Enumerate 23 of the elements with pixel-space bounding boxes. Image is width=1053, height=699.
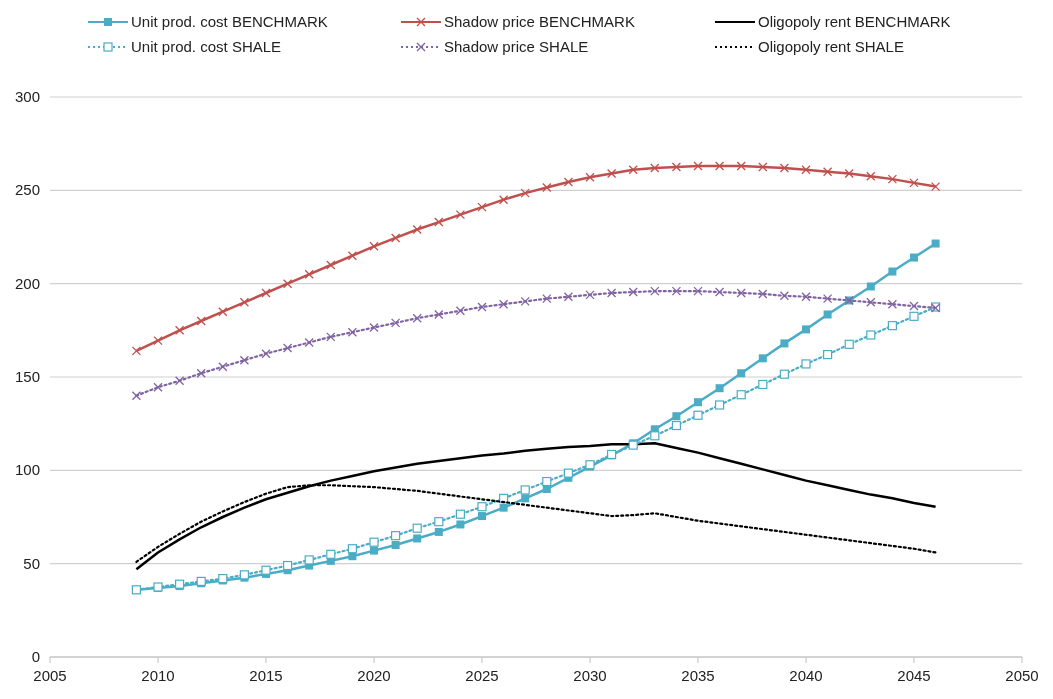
x-tick-label: 2050 [1005,667,1039,684]
legend-label: Oligopoly rent SHALE [758,38,904,55]
y-tick-label: 100 [14,461,40,479]
y-tick-label: 250 [14,181,40,199]
x-tick-label: 2045 [897,667,931,684]
legend-label: Oligopoly rent BENCHMARK [758,13,951,30]
y-tick-label: 50 [23,554,40,572]
x-tick-label: 2030 [573,667,607,684]
legend-label: Unit prod. cost BENCHMARK [131,13,328,30]
legend-label: Unit prod. cost SHALE [131,38,282,55]
legend-label: Shadow price BENCHMARK [444,13,635,30]
x-tick-label: 2010 [141,667,175,684]
x-tick-label: 2005 [33,667,67,684]
y-tick-label: 0 [31,648,40,665]
x-tick-label: 2035 [681,667,715,684]
legend-label: Shadow price SHALE [444,38,589,55]
x-tick-label: 2040 [789,667,823,684]
x-tick-label: 2015 [249,667,283,684]
y-tick-label: 150 [14,368,40,385]
y-tick-label: 300 [14,88,40,105]
x-tick-label: 2020 [357,667,391,684]
y-tick-label: 200 [14,274,40,292]
x-tick-label: 2025 [465,667,499,684]
